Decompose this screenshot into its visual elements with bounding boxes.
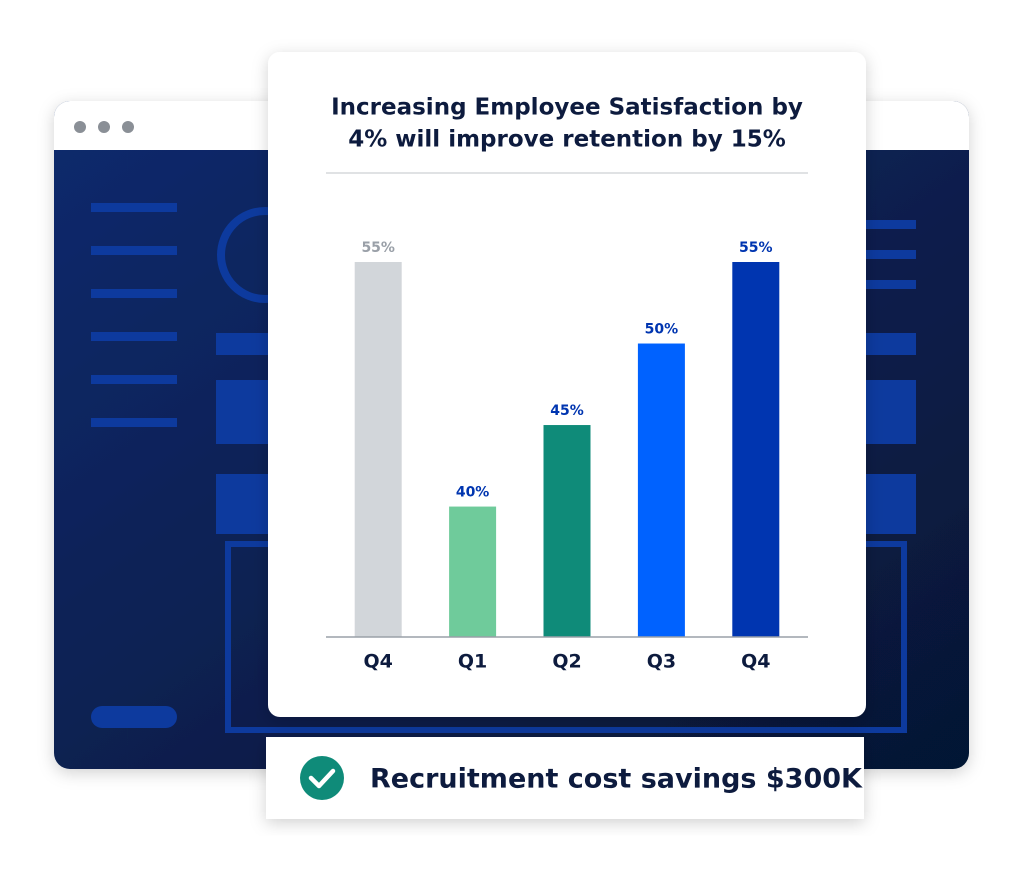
value-label: 45% (550, 403, 584, 419)
bar (354, 262, 402, 637)
check-mark (308, 768, 336, 789)
banner-text: Recruitment cost savings $300K (370, 764, 863, 795)
chart-card (268, 52, 866, 717)
check-icon (300, 756, 344, 800)
value-label: 50% (645, 322, 679, 338)
x-tick-label: Q4 (364, 651, 393, 673)
bar (732, 262, 780, 637)
bar (449, 506, 497, 637)
x-tick-label: Q1 (458, 651, 487, 673)
banner (266, 737, 864, 819)
plot: 55% Q4 40% Q1 45% Q2 50% Q3 55% Q4 (354, 240, 780, 673)
x-tick-label: Q3 (647, 651, 676, 673)
chart-title: Increasing Employee Satisfaction by (331, 95, 803, 121)
x-tick-label: Q4 (741, 651, 770, 673)
value-label: 55% (361, 240, 395, 256)
x-tick-label: Q2 (552, 651, 581, 673)
bar (543, 425, 591, 637)
value-label: 40% (456, 485, 490, 501)
bar (637, 343, 685, 637)
chart-title: 4% will improve retention by 15% (348, 127, 786, 153)
value-label: 55% (739, 240, 773, 256)
